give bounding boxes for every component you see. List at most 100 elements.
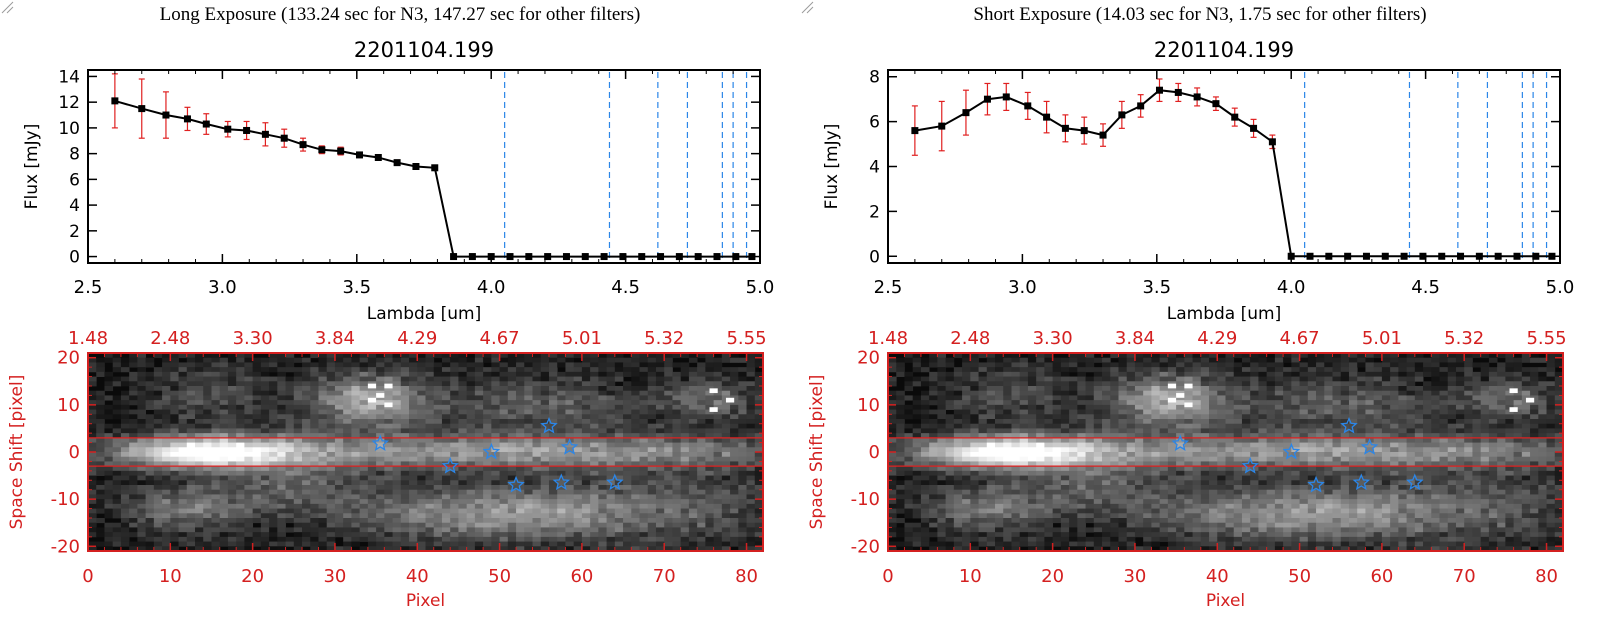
image-pixel xyxy=(178,395,188,401)
image-pixel xyxy=(1019,522,1029,528)
image-pixel xyxy=(450,456,459,462)
image-pixel xyxy=(483,518,492,524)
image-pixel xyxy=(970,376,979,382)
image-pixel xyxy=(623,395,632,401)
image-pixel xyxy=(713,437,723,443)
image-pixel xyxy=(137,423,147,429)
image-pixel xyxy=(713,386,723,392)
image-pixel xyxy=(129,357,138,363)
image-pixel xyxy=(359,376,369,382)
image-pixel xyxy=(1093,428,1103,434)
image-pixel xyxy=(978,541,988,547)
image-pixel xyxy=(581,513,591,519)
image-pixel xyxy=(1044,536,1054,542)
data-point xyxy=(1099,131,1107,139)
image-pixel xyxy=(491,414,500,420)
image-pixel xyxy=(178,527,188,533)
data-point xyxy=(1061,124,1069,132)
image-pixel xyxy=(186,437,196,443)
image-pixel xyxy=(565,480,575,486)
image-pixel xyxy=(88,541,97,547)
image-pixel xyxy=(211,423,221,429)
image-pixel xyxy=(573,353,583,359)
image-pixel xyxy=(96,423,105,429)
image-pixel xyxy=(153,546,163,552)
image-pixel xyxy=(639,353,649,359)
data-point xyxy=(1212,100,1220,108)
image-pixel xyxy=(227,470,237,476)
image-pixel xyxy=(614,371,624,377)
image-pixel xyxy=(269,395,278,401)
image-pixel xyxy=(269,470,278,476)
image-pixel xyxy=(367,447,377,453)
image-pixel xyxy=(912,461,922,467)
image-pixel xyxy=(499,480,509,486)
image-pixel xyxy=(920,357,930,363)
image-pixel xyxy=(1069,532,1078,538)
image-pixel xyxy=(334,442,344,448)
image-pixel xyxy=(1003,437,1012,443)
image-pixel xyxy=(1027,527,1037,533)
image-pixel xyxy=(137,376,147,382)
image-pixel xyxy=(557,499,566,505)
image-pixel xyxy=(1019,452,1029,458)
image-pixel xyxy=(326,532,336,538)
image-pixel xyxy=(359,461,369,467)
image-pixel xyxy=(1003,536,1012,542)
image-pixel xyxy=(1011,367,1021,373)
image-pixel xyxy=(269,447,278,453)
image-pixel xyxy=(904,447,914,453)
image-pixel xyxy=(351,527,361,533)
image-pixel xyxy=(995,489,1004,495)
image-pixel xyxy=(614,475,624,481)
image-pixel xyxy=(606,466,616,472)
image-pixel xyxy=(606,518,616,524)
image-pixel xyxy=(334,452,344,458)
image-pixel xyxy=(458,353,468,359)
image-pixel xyxy=(738,494,747,500)
image-pixel xyxy=(277,456,286,462)
image-pixel xyxy=(186,485,196,491)
image-pixel xyxy=(433,475,443,481)
image-pixel xyxy=(1102,357,1111,363)
image-pixel xyxy=(639,499,649,505)
image-pixel xyxy=(491,485,500,491)
image-pixel xyxy=(532,437,542,443)
image-pixel xyxy=(573,508,583,514)
image-pixel xyxy=(978,532,988,538)
image-pixel xyxy=(260,395,270,401)
image-pixel xyxy=(1019,508,1029,514)
image-pixel xyxy=(896,447,905,453)
image-pixel xyxy=(557,518,566,524)
image-pixel xyxy=(326,480,336,486)
image-pixel xyxy=(211,541,221,547)
image-pixel xyxy=(730,386,739,392)
image-pixel xyxy=(953,433,963,439)
image-pixel xyxy=(1003,414,1012,420)
image-pixel xyxy=(721,508,731,514)
image-pixel xyxy=(302,414,311,420)
image-pixel xyxy=(697,461,706,467)
image-pixel xyxy=(417,367,426,373)
image-pixel xyxy=(88,381,97,387)
image-pixel xyxy=(507,390,517,396)
image-pixel xyxy=(557,527,566,533)
image-pixel xyxy=(929,371,938,377)
image-pixel xyxy=(252,527,262,533)
image-pixel xyxy=(137,499,147,505)
image-pixel xyxy=(269,442,278,448)
image-pixel xyxy=(269,518,278,524)
image-pixel xyxy=(606,503,616,509)
image-pixel xyxy=(236,423,245,429)
image-pixel xyxy=(409,442,418,448)
image-pixel xyxy=(1060,461,1070,467)
image-pixel xyxy=(1069,395,1078,401)
image-pixel xyxy=(1027,371,1037,377)
image-pixel xyxy=(904,442,914,448)
resize-grip-icon[interactable] xyxy=(0,0,14,14)
image-pixel xyxy=(236,400,245,406)
image-pixel xyxy=(260,546,270,552)
image-pixel xyxy=(400,456,410,462)
image-pixel xyxy=(507,442,517,448)
image-pixel xyxy=(1019,390,1029,396)
